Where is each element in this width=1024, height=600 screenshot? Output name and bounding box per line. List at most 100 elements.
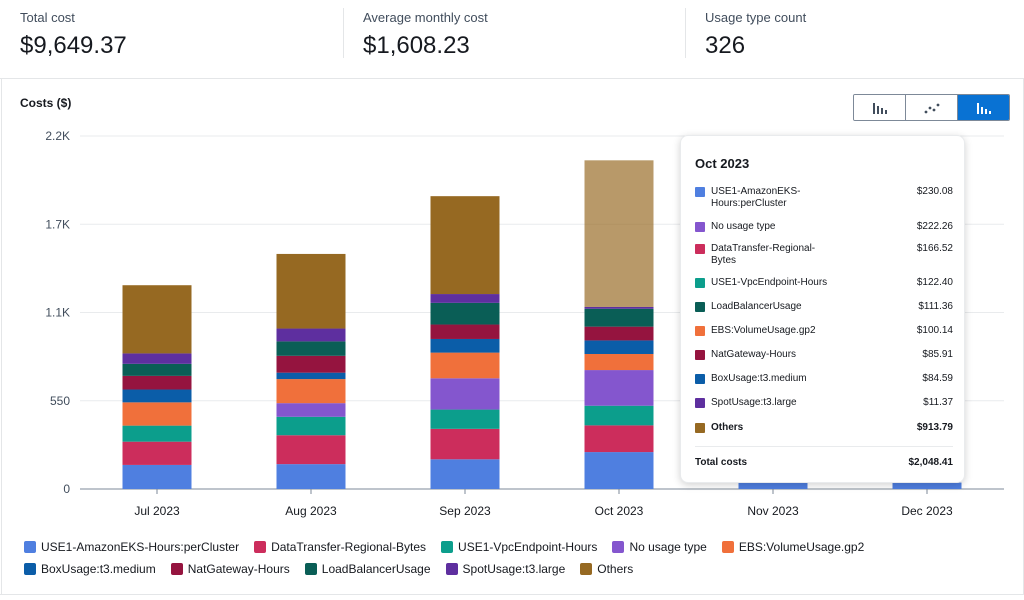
legend-swatch	[721, 541, 734, 553]
tooltip-row-label: NatGateway-Hours	[711, 349, 797, 360]
legend-label: USE1-AmazonEKS-Hours:perCluster	[41, 540, 240, 554]
tooltip-swatch	[695, 222, 705, 232]
x-tick-label: Nov 2023	[747, 504, 799, 518]
bar-segment	[430, 302, 500, 325]
tooltip-row-value: $84.59	[922, 373, 953, 384]
tooltip-row-label: SpotUsage:t3.large	[711, 397, 797, 408]
bar-segment	[276, 328, 346, 342]
legend-swatch	[24, 563, 36, 575]
legend-item[interactable]: USE1-VpcEndpoint-Hours	[441, 540, 597, 554]
x-tick-label: Sep 2023	[439, 504, 491, 518]
legend-label: No usage type	[629, 540, 707, 554]
legend-swatch	[580, 563, 593, 575]
legend-swatch	[170, 563, 183, 575]
legend-item[interactable]: DataTransfer-Regional-Bytes	[254, 540, 426, 554]
bar-segment	[430, 378, 500, 410]
tooltip-swatch	[695, 350, 705, 360]
bar-segment	[430, 196, 500, 295]
legend-item[interactable]: BoxUsage:t3.medium	[24, 562, 156, 576]
bar-segment	[430, 428, 500, 460]
legend-label: DataTransfer-Regional-Bytes	[271, 540, 427, 554]
bar-segment	[122, 285, 192, 354]
x-tick-label: Dec 2023	[901, 504, 953, 518]
bar-segment	[122, 464, 192, 489]
legend-swatch	[445, 563, 458, 575]
bar-segment	[276, 372, 346, 380]
bar-segment	[276, 416, 346, 436]
tooltip-divider	[695, 446, 953, 447]
tooltip-row-value: $100.14	[916, 325, 953, 336]
bar-segment	[122, 402, 192, 426]
bar-segment	[276, 341, 346, 356]
total-cost-label: Total cost	[20, 10, 75, 25]
tooltip-row-value: $913.79	[916, 422, 953, 433]
tooltip-row-label: USE1-VpcEndpoint-Hours	[711, 277, 828, 288]
bar-segment	[276, 253, 346, 329]
bar-segment	[738, 482, 808, 489]
chart-type-toggle[interactable]	[853, 94, 1010, 121]
chart-y-axis-title: Costs ($)	[20, 96, 72, 110]
bar-segment	[430, 324, 500, 339]
tooltip-row-value: $222.26	[916, 221, 953, 232]
usage-type-count-value: 326	[705, 32, 746, 59]
tooltip-row-value: $122.40	[916, 277, 953, 288]
bar-segment	[584, 160, 654, 307]
tooltip-swatch	[695, 423, 705, 433]
y-tick-label: 1.1K	[45, 306, 70, 320]
tooltip-row-label: EBS:VolumeUsage.gp2	[711, 325, 816, 336]
tooltip-row-value: $11.37	[923, 397, 953, 408]
bar-segment	[276, 403, 346, 417]
line-chart-button[interactable]	[906, 95, 958, 120]
bar-chart-button[interactable]	[854, 95, 906, 120]
y-tick-label: 0	[63, 482, 70, 496]
bar-segment	[584, 452, 654, 489]
bar-segment	[122, 353, 192, 364]
tooltip-row-value: $111.36	[918, 301, 953, 312]
tooltip-total-label: Total costs	[695, 457, 748, 468]
bar-chart-icon	[872, 102, 887, 114]
legend-item[interactable]: SpotUsage:t3.large	[445, 562, 565, 576]
legend-swatch	[254, 541, 267, 553]
tooltip-row-value: $230.08	[916, 186, 953, 197]
legend-label: BoxUsage:t3.medium	[41, 562, 156, 576]
legend-swatch	[441, 541, 454, 553]
tooltip-row-value: $166.52	[916, 243, 953, 254]
legend-label: Others	[597, 562, 634, 576]
legend-swatch	[304, 563, 317, 575]
legend-item[interactable]: No usage type	[612, 540, 707, 554]
stacked-bar-chart: 0 550 1.1K 1.7K 2.2K Jul 2023 Aug 2023 Sep 2023…	[45, 129, 1004, 518]
x-tick-label: Oct 2023	[595, 504, 644, 518]
bar-segment	[584, 308, 654, 327]
legend-item[interactable]: Others	[580, 562, 633, 576]
stacked-bar-chart-button[interactable]	[958, 95, 1009, 120]
legend-row: BoxUsage:t3.medium NatGateway-Hours LoadBa…	[24, 558, 1004, 580]
line-chart-icon	[924, 103, 939, 113]
legend-label: USE1-VpcEndpoint-Hours	[458, 540, 598, 554]
tooltip-swatch	[695, 244, 705, 254]
tooltip-row-label: No usage type	[711, 221, 776, 232]
bar-segment	[430, 409, 500, 429]
stat-divider	[685, 8, 686, 58]
legend-label: LoadBalancerUsage	[321, 562, 431, 576]
legend-item[interactable]: LoadBalancerUsage	[304, 562, 431, 576]
bar-segment	[430, 338, 500, 353]
panel-divider	[0, 594, 1024, 595]
bar-segment	[276, 355, 346, 373]
legend-item[interactable]: EBS:VolumeUsage.gp2	[721, 540, 864, 554]
bar-segment	[276, 464, 346, 489]
tooltip-row-value: $85.91	[922, 349, 953, 360]
tooltip-swatch	[695, 187, 705, 197]
stat-divider	[343, 8, 344, 58]
y-tick-label: 2.2K	[45, 129, 70, 143]
legend-swatch	[24, 541, 36, 553]
tooltip-swatch	[695, 398, 705, 408]
bar-segment	[430, 294, 500, 303]
legend-item[interactable]: NatGateway-Hours	[170, 562, 290, 576]
x-tick-label: Jul 2023	[134, 504, 180, 518]
legend-row: USE1-AmazonEKS-Hours:perCluster DataTrans…	[24, 536, 1004, 558]
average-monthly-cost-value: $1,608.23	[363, 32, 470, 59]
legend-label: NatGateway-Hours	[187, 562, 290, 576]
legend-item[interactable]: USE1-AmazonEKS-Hours:perCluster	[24, 540, 239, 554]
stacked-bar-chart-icon	[976, 102, 991, 114]
tooltip-row-label: DataTransfer-Regional- Bytes	[711, 243, 816, 266]
